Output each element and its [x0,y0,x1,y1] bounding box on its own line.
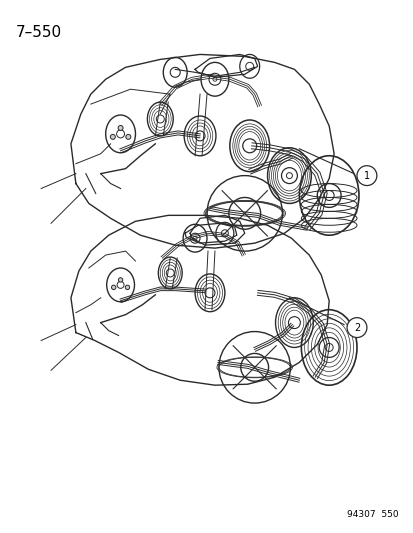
Text: 2: 2 [353,322,359,333]
Circle shape [346,318,366,337]
Circle shape [111,285,116,289]
Circle shape [118,278,123,282]
Text: 7–550: 7–550 [15,25,61,39]
Circle shape [126,134,131,139]
Circle shape [356,166,376,185]
Circle shape [110,134,115,139]
Text: 1: 1 [363,171,369,181]
Text: 94307  550: 94307 550 [346,510,398,519]
Circle shape [125,285,129,289]
Circle shape [118,125,123,131]
